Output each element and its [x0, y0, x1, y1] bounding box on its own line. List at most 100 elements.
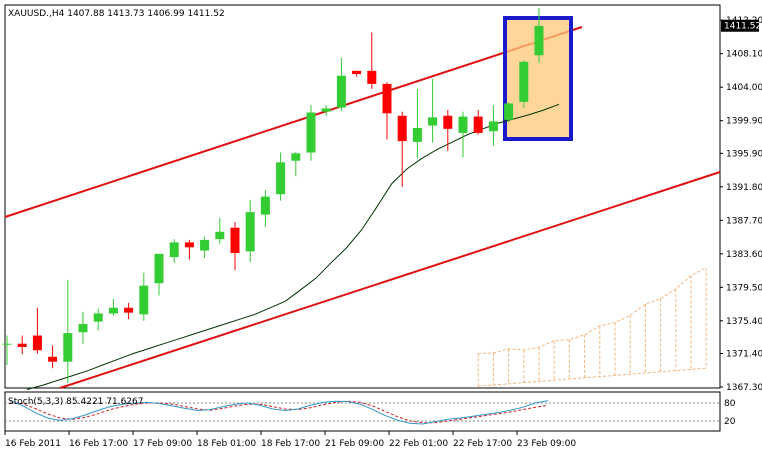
candle[interactable] [124, 302, 134, 320]
candle-body[interactable] [473, 116, 483, 133]
candle-body[interactable] [245, 212, 255, 252]
candle[interactable] [48, 345, 58, 369]
candle[interactable] [154, 253, 164, 296]
candle-body[interactable] [93, 313, 103, 322]
candle-body[interactable] [367, 70, 377, 84]
candle-body[interactable] [488, 121, 498, 132]
moving-average [26, 103, 560, 390]
x-tick-label: 17 Feb 09:00 [133, 439, 192, 449]
candle[interactable] [473, 110, 483, 135]
candle-body[interactable] [2, 343, 12, 345]
candle[interactable] [17, 335, 27, 355]
candle[interactable] [412, 88, 422, 159]
candle[interactable] [260, 190, 270, 227]
candle[interactable] [245, 199, 255, 262]
candle[interactable] [367, 32, 377, 89]
x-tick-label: 18 Feb 17:00 [261, 439, 320, 449]
candle-body[interactable] [63, 333, 73, 362]
candle-body[interactable] [200, 239, 210, 251]
stochastic-oscillator: 80 20 [5, 399, 736, 427]
candle[interactable] [78, 311, 88, 344]
candle-body[interactable] [443, 115, 453, 129]
candle[interactable] [443, 110, 453, 151]
candle-body[interactable] [17, 343, 27, 347]
candle[interactable] [230, 221, 240, 271]
x-tick-label: 22 Feb 17:00 [453, 439, 512, 449]
cloud-lower-edge [478, 367, 707, 387]
candle-body[interactable] [336, 75, 346, 108]
y-tick-label: 1387.70 [726, 216, 762, 226]
channel-upper-line[interactable] [4, 26, 583, 218]
y-tick-label: 1395.90 [726, 149, 762, 159]
candle-body[interactable] [32, 335, 42, 351]
candle[interactable] [397, 111, 407, 187]
candle-body[interactable] [230, 227, 240, 254]
candle-body[interactable] [504, 103, 514, 120]
channel-lower-line[interactable] [59, 171, 721, 389]
x-tick-label: 16 Feb 2011 [5, 439, 61, 449]
candle[interactable] [276, 152, 286, 201]
current-price-label: 1411.52 [724, 22, 761, 32]
stoch-tick-label: 20 [724, 417, 736, 427]
y-tick-label: 1399.90 [726, 117, 762, 127]
candle-body[interactable] [306, 112, 316, 153]
candle[interactable] [215, 217, 225, 245]
candle[interactable] [184, 239, 194, 260]
main-plot-frame [4, 4, 721, 389]
x-tick-label: 22 Feb 01:00 [389, 439, 448, 449]
candle[interactable] [321, 105, 331, 116]
candle[interactable] [352, 70, 362, 77]
candle[interactable] [169, 239, 179, 263]
candle-body[interactable] [382, 83, 392, 114]
moving-average-line [26, 103, 560, 390]
y-tick-label: 1408.10 [726, 50, 762, 60]
candle-body[interactable] [215, 231, 225, 240]
candle[interactable] [291, 151, 301, 177]
candle[interactable] [200, 236, 210, 258]
trend-channel[interactable] [4, 26, 721, 389]
candle-body[interactable] [352, 70, 362, 75]
candle[interactable] [382, 82, 392, 140]
candle-body[interactable] [124, 307, 134, 313]
candle[interactable] [458, 111, 468, 158]
candle-body[interactable] [458, 116, 468, 133]
candle-body[interactable] [412, 128, 422, 142]
candle[interactable] [519, 60, 529, 108]
candle-body[interactable] [78, 324, 88, 333]
candle[interactable] [534, 7, 544, 63]
candle[interactable] [306, 105, 316, 161]
candle-body[interactable] [291, 153, 301, 161]
candle[interactable] [139, 272, 149, 321]
x-tick-label: 18 Feb 01:00 [197, 439, 256, 449]
candle-body[interactable] [154, 253, 164, 284]
candle-body[interactable] [48, 356, 58, 362]
x-tick-label: 21 Feb 09:00 [325, 439, 384, 449]
y-tick-label: 1367.30 [726, 383, 762, 393]
candle-body[interactable] [260, 196, 270, 215]
candle-body[interactable] [321, 108, 331, 112]
candle-body[interactable] [139, 285, 149, 315]
candle-body[interactable] [169, 242, 179, 258]
candles[interactable] [2, 7, 544, 383]
candle[interactable] [336, 57, 346, 111]
candle[interactable] [108, 298, 118, 316]
y-tick-label: 1379.50 [726, 283, 762, 293]
candle-body[interactable] [534, 25, 544, 56]
candle-body[interactable] [276, 162, 286, 195]
candle[interactable] [32, 307, 42, 354]
candle-body[interactable] [184, 242, 194, 248]
y-tick-label: 1383.60 [726, 250, 762, 260]
candle-body[interactable] [428, 117, 438, 126]
candle[interactable] [2, 335, 12, 365]
candle[interactable] [93, 308, 103, 331]
candle-body[interactable] [397, 115, 407, 142]
candle[interactable] [488, 105, 498, 146]
candle-body[interactable] [519, 61, 529, 102]
time-axis: 16 Feb 2011 16 Feb 17:00 17 Feb 09:00 18 Fe… [4, 431, 576, 449]
candle[interactable] [63, 279, 73, 383]
candle-body[interactable] [108, 307, 118, 314]
current-price-marker [721, 19, 759, 32]
candle[interactable] [504, 102, 514, 123]
candle[interactable] [428, 78, 438, 143]
